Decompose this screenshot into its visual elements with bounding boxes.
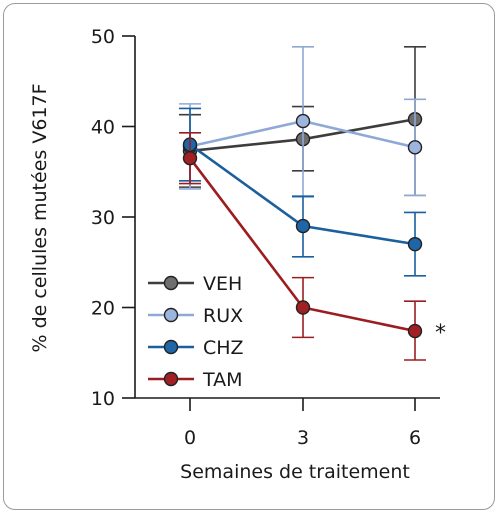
legend-item-veh: VEH bbox=[148, 273, 242, 295]
x-tick-label: 6 bbox=[409, 427, 421, 449]
data-point bbox=[295, 218, 311, 234]
legend-marker bbox=[163, 339, 179, 355]
data-point bbox=[295, 113, 311, 129]
x-tick-label: 0 bbox=[184, 427, 196, 449]
x-tick-label: 3 bbox=[297, 427, 309, 449]
y-tick-label: 20 bbox=[91, 298, 115, 320]
y-tick-label: 10 bbox=[91, 388, 115, 410]
series-chz bbox=[179, 107, 426, 277]
y-axis-label: % de cellules mutées V617F bbox=[29, 83, 51, 352]
y-tick-label: 50 bbox=[91, 26, 115, 48]
significance-marker: * bbox=[435, 321, 446, 346]
series-layer: * bbox=[179, 46, 446, 361]
legend-marker bbox=[163, 307, 179, 323]
legend-marker bbox=[163, 371, 179, 387]
legend-label: TAM bbox=[202, 369, 243, 391]
series-rux bbox=[179, 46, 426, 198]
legend-label: CHZ bbox=[203, 337, 244, 359]
legend-item-tam: TAM bbox=[148, 369, 243, 391]
data-point bbox=[295, 300, 311, 315]
data-point bbox=[407, 236, 423, 252]
legend-item-chz: CHZ bbox=[148, 337, 244, 359]
y-tick-label: 40 bbox=[91, 117, 115, 139]
legend-label: VEH bbox=[203, 273, 242, 295]
legend-label: RUX bbox=[203, 305, 243, 327]
data-point bbox=[407, 323, 423, 339]
figure-frame bbox=[3, 3, 495, 510]
legend: VEH RUX CHZ TAM bbox=[148, 273, 244, 391]
legend-marker bbox=[163, 275, 179, 291]
y-tick-label: 30 bbox=[91, 207, 115, 229]
legend-item-rux: RUX bbox=[148, 305, 243, 327]
data-point bbox=[407, 140, 423, 155]
data-point bbox=[182, 150, 198, 166]
series-tam bbox=[179, 132, 426, 361]
x-axis-label: Semaines de traitement bbox=[180, 461, 410, 483]
axes: 10 20 30 40 50 0 3 6 bbox=[91, 26, 440, 449]
